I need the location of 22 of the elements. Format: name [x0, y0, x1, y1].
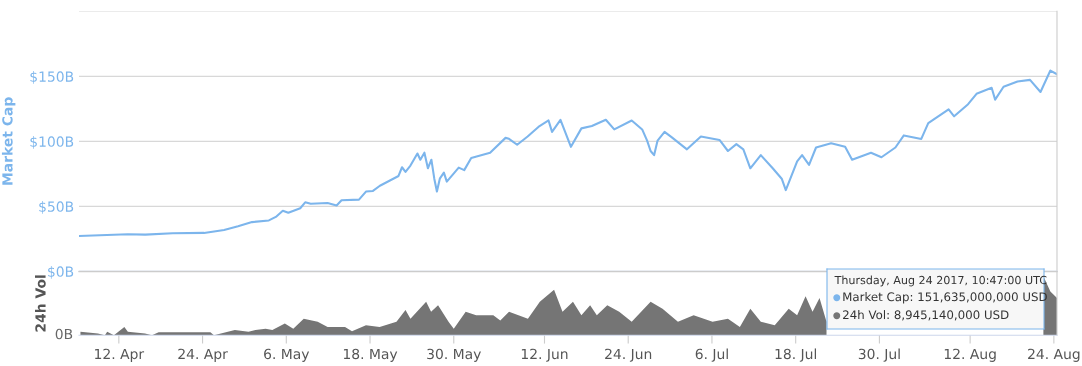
y-tick-label: $100B — [30, 136, 74, 149]
annotation: Thursday, Aug 24 2017, 10:47:00 UTC — [834, 275, 1047, 287]
x-tick-label: 6. Jul — [695, 348, 728, 362]
y-axis-title: 24h Vol — [35, 275, 46, 332]
y-tick-label: $150B — [30, 71, 74, 84]
x-tick-label: 12. Aug — [944, 348, 996, 362]
x-tick-label: 12. Apr — [95, 348, 145, 362]
line-series — [79, 69, 1057, 238]
x-tick-label: 30. May — [427, 348, 481, 362]
x-tick-label: 24. Apr — [178, 348, 228, 362]
annotation: 24h Vol: 8,945,140,000 USD — [843, 310, 1009, 321]
y-axis-title: Market Cap — [1, 97, 16, 185]
text: 0B — [55, 328, 73, 340]
x-tick-label: 18. Jul — [775, 348, 817, 362]
y-tick-label: $50B — [39, 201, 74, 214]
x-tick-label: 12. Jun — [521, 348, 568, 362]
y-tick-label: $0B — [48, 266, 74, 279]
x-tick-label: 24. Aug — [1028, 348, 1080, 362]
x-tick-label: 24. Jun — [605, 348, 652, 362]
x-tick-label: 18. May — [343, 348, 398, 362]
x-tick-label: 30. Jul — [858, 348, 900, 362]
x-tick-label: 6. May — [264, 348, 310, 362]
